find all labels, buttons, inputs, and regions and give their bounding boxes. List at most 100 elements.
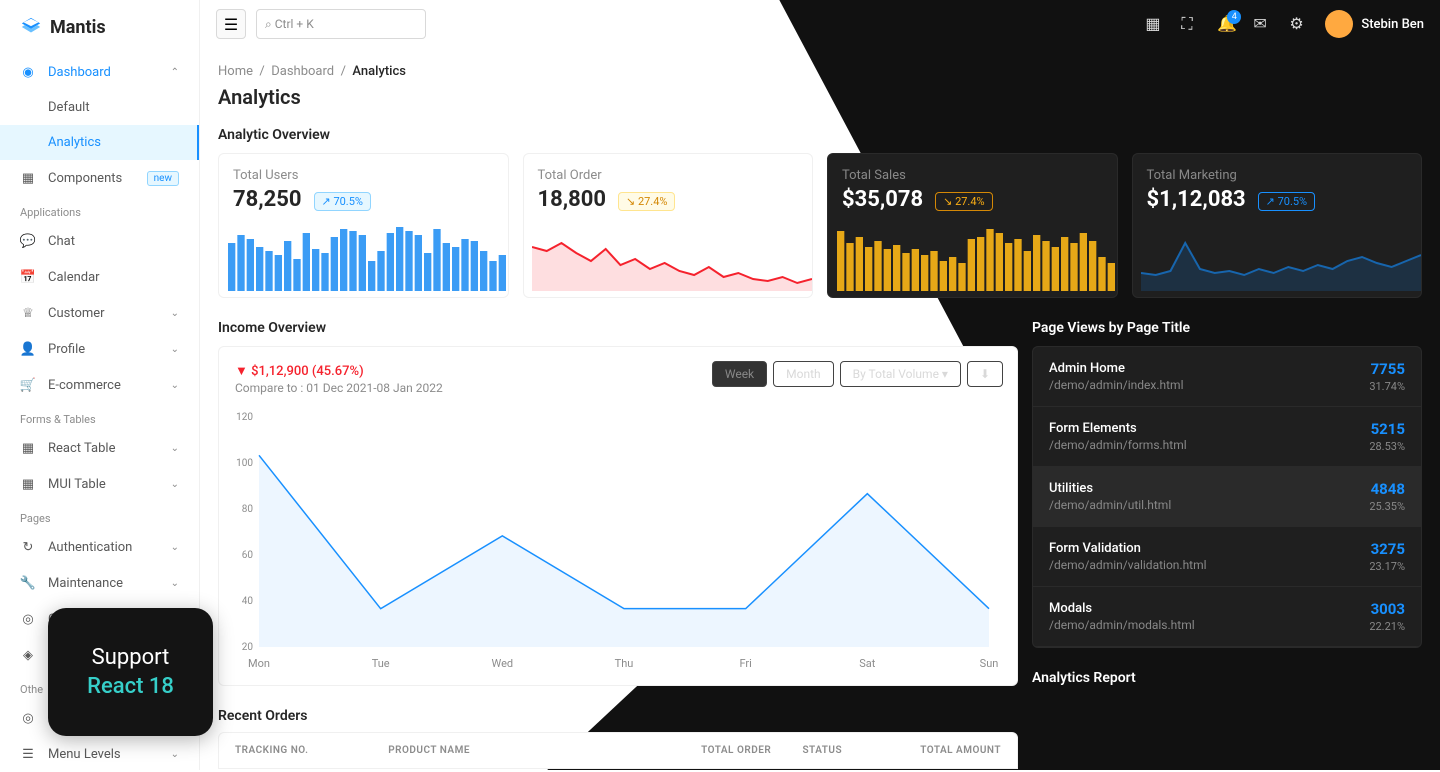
mini-chart xyxy=(1141,223,1421,291)
expand-icon[interactable]: ⛶ xyxy=(1181,14,1201,34)
breadcrumb-dashboard[interactable]: Dashboard xyxy=(271,64,334,79)
chevron-down-icon: ⌄ xyxy=(171,380,179,391)
col-order: TOTAL ORDER xyxy=(644,745,772,756)
pv-title: Admin Home xyxy=(1049,361,1183,376)
trend-chip: ↘ 27.4% xyxy=(935,192,992,211)
card-value: 78,250 xyxy=(233,187,302,212)
nav-analytics[interactable]: Analytics xyxy=(0,125,199,160)
card-label: Total Sales xyxy=(842,168,1103,183)
svg-text:Fri: Fri xyxy=(739,657,751,670)
svg-text:Tue: Tue xyxy=(372,657,390,670)
breadcrumb: Home / Dashboard / Analytics xyxy=(218,64,1422,79)
chevron-down-icon: ⌄ xyxy=(171,578,179,589)
svg-text:Sat: Sat xyxy=(859,657,876,670)
breadcrumb-current: Analytics xyxy=(352,64,406,79)
pageviews-card: Admin Home/demo/admin/index.html 775531.… xyxy=(1032,346,1422,648)
nav-dashboard[interactable]: ◉Dashboard⌃ xyxy=(0,54,199,90)
main-content: Home / Dashboard / Analytics Analytics A… xyxy=(200,48,1440,770)
pv-title: Modals xyxy=(1049,601,1195,616)
nav-react-table[interactable]: ▦React Table⌄ xyxy=(0,430,199,466)
pv-value: 3275 xyxy=(1369,540,1405,558)
search-input[interactable]: ⌕ Ctrl + K xyxy=(256,9,426,39)
nav-mui-table[interactable]: ▦MUI Table⌄ xyxy=(0,466,199,502)
mini-chart xyxy=(227,223,507,291)
pv-path: /demo/admin/index.html xyxy=(1049,378,1183,392)
recent-orders-title: Recent Orders xyxy=(218,708,1018,724)
stat-cards-row: Total Users 78,250 ↗ 70.5% Total Order 1… xyxy=(218,153,1422,298)
pageview-row[interactable]: Form Elements/demo/admin/forms.html 5215… xyxy=(1033,407,1421,467)
pageviews-title: Page Views by Page Title xyxy=(1032,320,1422,336)
bell-icon[interactable]: 🔔4 xyxy=(1217,14,1237,34)
menu-toggle-button[interactable]: ☰ xyxy=(216,9,246,39)
nav-menu-levels[interactable]: ☰Menu Levels⌄ xyxy=(0,736,199,772)
pageview-row[interactable]: Form Validation/demo/admin/validation.ht… xyxy=(1033,527,1421,587)
svg-text:Mon: Mon xyxy=(248,657,270,670)
header: ☰ ⌕ Ctrl + K ▦ ⛶ 🔔4 ✉ ⚙ Stebin Ben xyxy=(200,0,1440,48)
page-title: Analytics xyxy=(218,85,1422,109)
breadcrumb-home[interactable]: Home xyxy=(218,64,253,79)
card-value: $35,078 xyxy=(842,187,923,212)
nav-components[interactable]: ▦Componentsnew xyxy=(0,160,199,196)
week-button[interactable]: Week xyxy=(712,361,767,387)
pv-title: Form Validation xyxy=(1049,541,1207,556)
card-label: Total Marketing xyxy=(1147,168,1408,183)
nav-profile[interactable]: 👤Profile⌄ xyxy=(0,331,199,367)
apps-icon[interactable]: ▦ xyxy=(1145,14,1165,34)
nav-chat[interactable]: 💬Chat xyxy=(0,223,199,259)
col-tracking: TRACKING NO. xyxy=(235,745,388,756)
support-card[interactable]: Support React 18 xyxy=(48,608,213,736)
income-chart: 12010080604020MonTueWedThuFriSatSun xyxy=(229,407,999,677)
card-value: $1,12,083 xyxy=(1147,187,1246,212)
nav-section-pages: Pages xyxy=(0,502,199,529)
stat-card-2: Total Sales $35,078 ↘ 27.4% xyxy=(827,153,1118,298)
pv-percent: 25.35% xyxy=(1369,500,1405,513)
logo[interactable]: Mantis xyxy=(0,0,199,54)
pageview-row[interactable]: Admin Home/demo/admin/index.html 775531.… xyxy=(1033,347,1421,407)
chevron-down-icon: ⌄ xyxy=(171,479,179,490)
pv-title: Utilities xyxy=(1049,481,1171,496)
nav-calendar[interactable]: 📅Calendar xyxy=(0,259,199,295)
pv-percent: 31.74% xyxy=(1369,380,1405,393)
chevron-down-icon: ⌄ xyxy=(171,443,179,454)
orders-table-header: TRACKING NO. PRODUCT NAME TOTAL ORDER ST… xyxy=(218,732,1018,769)
badge-new: new xyxy=(147,171,179,186)
user-menu[interactable]: Stebin Ben xyxy=(1325,10,1424,38)
chevron-down-icon: ⌄ xyxy=(171,344,179,355)
pv-value: 3003 xyxy=(1369,600,1405,618)
analytics-report-title: Analytics Report xyxy=(1032,670,1422,686)
pv-percent: 28.53% xyxy=(1369,440,1405,453)
month-button[interactable]: Month xyxy=(773,361,833,387)
settings-icon[interactable]: ⚙ xyxy=(1289,14,1309,34)
income-title: Income Overview xyxy=(218,320,1018,336)
nav-section-apps: Applications xyxy=(0,196,199,223)
svg-text:Wed: Wed xyxy=(492,657,514,670)
nav-default[interactable]: Default xyxy=(0,90,199,125)
support-line1: Support xyxy=(92,645,170,670)
svg-text:20: 20 xyxy=(242,642,254,653)
svg-text:120: 120 xyxy=(236,412,253,423)
card-label: Total Users xyxy=(233,168,494,183)
stat-card-3: Total Marketing $1,12,083 ↗ 70.5% xyxy=(1132,153,1423,298)
nav-customer[interactable]: ♕Customer⌄ xyxy=(0,295,199,331)
download-button[interactable]: ⬇ xyxy=(967,361,1003,387)
nav-maintenance[interactable]: 🔧Maintenance⌄ xyxy=(0,565,199,601)
pv-path: /demo/admin/modals.html xyxy=(1049,618,1195,632)
card-value: 18,800 xyxy=(538,187,607,212)
pageview-row[interactable]: Utilities/demo/admin/util.html 484825.35… xyxy=(1033,467,1421,527)
pv-path: /demo/admin/forms.html xyxy=(1049,438,1187,452)
card-label: Total Order xyxy=(538,168,799,183)
pv-path: /demo/admin/util.html xyxy=(1049,498,1171,512)
pageview-row[interactable]: Modals/demo/admin/modals.html 300322.21% xyxy=(1033,587,1421,647)
col-product: PRODUCT NAME xyxy=(388,745,643,756)
logo-icon xyxy=(20,16,42,38)
support-line2: React 18 xyxy=(87,674,174,699)
search-icon: ⌕ xyxy=(265,17,272,32)
nav-ecommerce[interactable]: 🛒E-commerce⌄ xyxy=(0,367,199,403)
svg-text:40: 40 xyxy=(242,596,254,607)
mail-icon[interactable]: ✉ xyxy=(1253,14,1273,34)
nav-auth[interactable]: ↻Authentication⌄ xyxy=(0,529,199,565)
trend-chip: ↗ 70.5% xyxy=(314,192,371,211)
overview-title: Analytic Overview xyxy=(218,127,1422,143)
stat-card-1: Total Order 18,800 ↘ 27.4% xyxy=(523,153,814,298)
volume-select[interactable]: By Total Volume ▾ xyxy=(840,361,961,387)
